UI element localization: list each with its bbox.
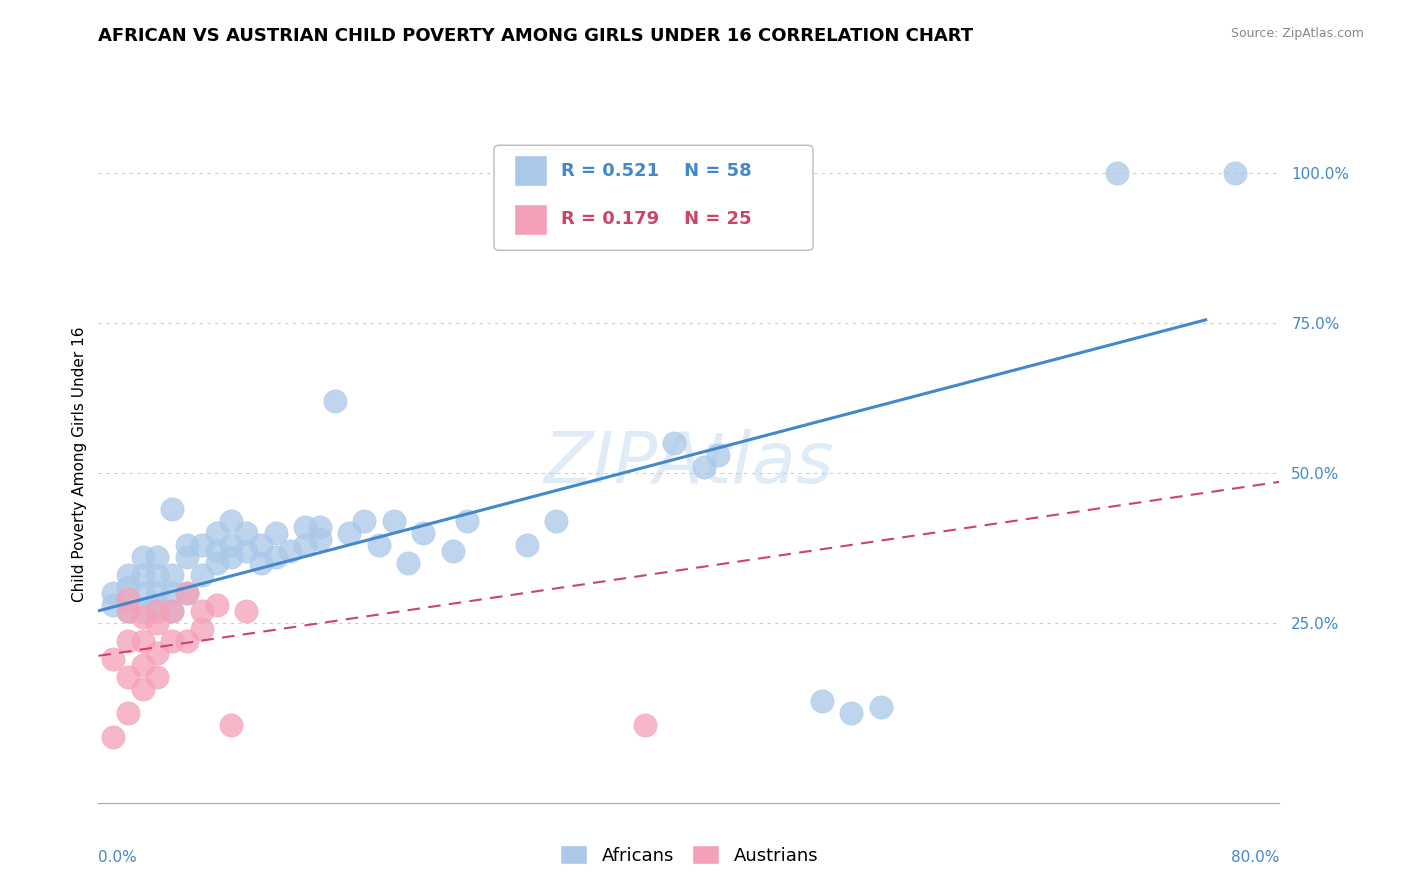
Point	[146, 604, 169, 618]
Point	[219, 538, 242, 552]
Point	[103, 598, 125, 612]
Point	[633, 718, 655, 732]
FancyBboxPatch shape	[494, 145, 813, 251]
Point	[191, 567, 214, 582]
Point	[382, 514, 405, 528]
Point	[176, 538, 198, 552]
Bar	[515, 155, 547, 186]
Point	[103, 586, 125, 600]
Point	[294, 520, 316, 534]
Point	[235, 604, 257, 618]
Point	[103, 730, 125, 744]
Point	[162, 501, 183, 516]
Point	[132, 610, 155, 624]
Point	[117, 706, 139, 720]
Point	[515, 538, 537, 552]
Point	[176, 586, 198, 600]
Bar	[515, 204, 547, 235]
Point	[176, 549, 198, 564]
Point	[205, 525, 228, 540]
Point	[1223, 166, 1246, 180]
Point	[103, 652, 125, 666]
Point	[191, 538, 214, 552]
Point	[117, 670, 139, 684]
Point	[117, 604, 139, 618]
Point	[219, 549, 242, 564]
Point	[839, 706, 862, 720]
Point	[146, 567, 169, 582]
Text: R = 0.179    N = 25: R = 0.179 N = 25	[561, 211, 752, 228]
Point	[456, 514, 478, 528]
Text: 80.0%: 80.0%	[1232, 850, 1279, 865]
Text: AFRICAN VS AUSTRIAN CHILD POVERTY AMONG GIRLS UNDER 16 CORRELATION CHART: AFRICAN VS AUSTRIAN CHILD POVERTY AMONG …	[98, 27, 973, 45]
Point	[132, 657, 155, 672]
Point	[146, 598, 169, 612]
Point	[146, 670, 169, 684]
Legend: Africans, Austrians: Africans, Austrians	[553, 838, 825, 871]
Point	[235, 544, 257, 558]
Point	[162, 633, 183, 648]
Point	[309, 520, 332, 534]
Point	[117, 580, 139, 594]
Text: 0.0%: 0.0%	[98, 850, 138, 865]
Point	[117, 567, 139, 582]
Point	[132, 549, 155, 564]
Point	[337, 525, 360, 540]
Point	[264, 549, 287, 564]
Point	[132, 681, 155, 696]
Point	[146, 646, 169, 660]
Point	[191, 622, 214, 636]
Point	[219, 718, 242, 732]
Text: R = 0.521    N = 58: R = 0.521 N = 58	[561, 161, 752, 179]
Point	[235, 525, 257, 540]
Point	[869, 699, 891, 714]
Point	[146, 615, 169, 630]
Point	[117, 591, 139, 606]
Point	[353, 514, 375, 528]
Text: ZIPAtlas: ZIPAtlas	[544, 429, 834, 499]
Point	[132, 604, 155, 618]
Point	[162, 567, 183, 582]
Point	[146, 586, 169, 600]
Point	[368, 538, 391, 552]
Point	[205, 556, 228, 570]
Point	[309, 532, 332, 546]
Point	[162, 586, 183, 600]
Point	[176, 633, 198, 648]
Y-axis label: Child Poverty Among Girls Under 16: Child Poverty Among Girls Under 16	[72, 326, 87, 601]
Point	[693, 459, 716, 474]
Point	[205, 544, 228, 558]
Point	[132, 633, 155, 648]
Point	[146, 549, 169, 564]
Point	[219, 514, 242, 528]
Point	[132, 567, 155, 582]
Point	[117, 633, 139, 648]
Point	[162, 604, 183, 618]
Point	[132, 586, 155, 600]
Point	[707, 448, 730, 462]
Point	[162, 604, 183, 618]
Point	[117, 604, 139, 618]
Point	[441, 544, 464, 558]
Point	[664, 435, 686, 450]
Text: Source: ZipAtlas.com: Source: ZipAtlas.com	[1230, 27, 1364, 40]
Point	[323, 393, 346, 408]
Point	[264, 525, 287, 540]
Point	[191, 604, 214, 618]
Point	[205, 598, 228, 612]
Point	[1105, 166, 1128, 180]
Point	[250, 556, 273, 570]
Point	[176, 586, 198, 600]
Point	[810, 694, 832, 708]
Point	[396, 556, 419, 570]
Point	[544, 514, 567, 528]
Point	[278, 544, 302, 558]
Point	[412, 525, 434, 540]
Point	[250, 538, 273, 552]
Point	[294, 538, 316, 552]
